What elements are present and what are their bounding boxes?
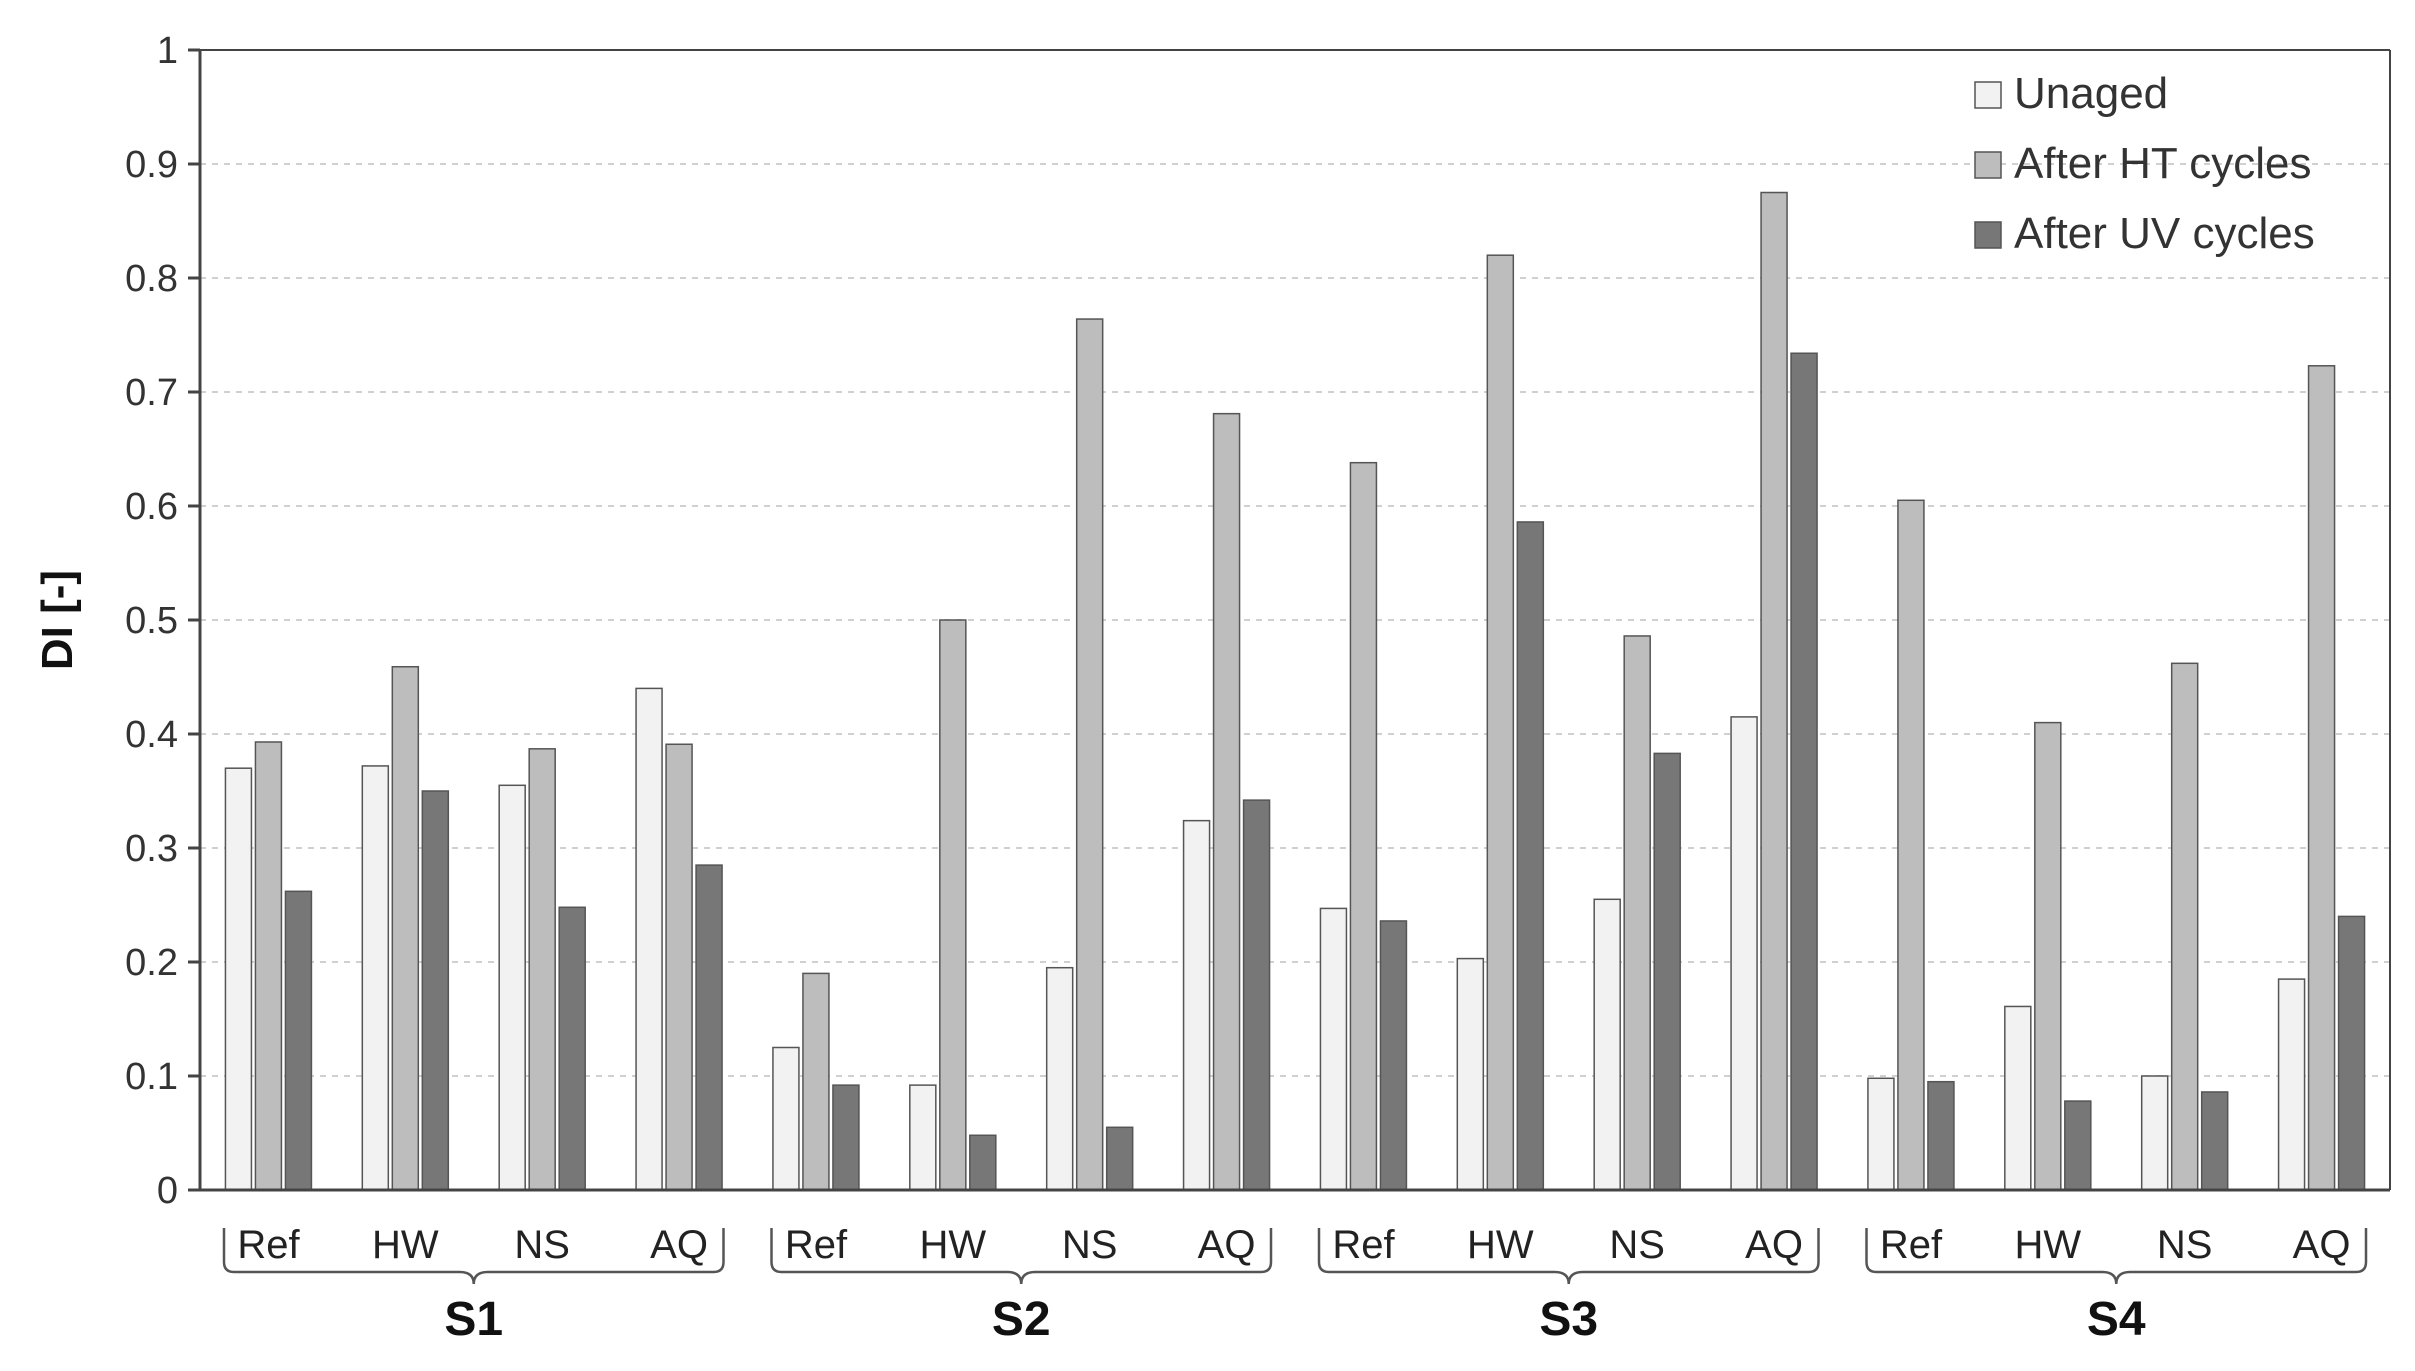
bar <box>1182 819 1211 1191</box>
group-label: S1 <box>444 1293 503 1346</box>
bar <box>802 972 830 1191</box>
bar <box>1897 499 1925 1191</box>
bar <box>361 765 390 1191</box>
group-labels: S1 S2 S3 S4 <box>222 1228 2368 1346</box>
legend-swatch <box>1974 221 2002 249</box>
bar <box>558 906 586 1191</box>
bar <box>2307 365 2336 1191</box>
bar <box>1242 799 1271 1191</box>
bar <box>2170 662 2199 1191</box>
bar <box>1045 966 1074 1191</box>
bar <box>1927 1080 1955 1191</box>
x-tick-label: Ref <box>1332 1223 1395 1267</box>
y-tick-label: 0.8 <box>125 258 178 300</box>
legend-label: After HT cycles <box>2014 139 2311 188</box>
y-tick-label: 0.3 <box>125 828 178 870</box>
legend-swatch <box>1974 81 2002 109</box>
x-tick-label: AQ <box>1198 1223 1256 1267</box>
legend-label: Unaged <box>2014 69 2168 118</box>
bar <box>1730 716 1758 1191</box>
x-tick-label: NS <box>1062 1223 1118 1267</box>
x-tick-label: HW <box>2014 1223 2081 1267</box>
bar <box>635 687 663 1191</box>
legend-label: After UV cycles <box>2014 209 2315 258</box>
bar <box>1379 920 1408 1191</box>
y-tick-label: 1 <box>157 30 178 72</box>
bar <box>1516 521 1545 1191</box>
legend: Unaged After HT cycles After UV cycles <box>1974 69 2315 258</box>
x-tick-label: AQ <box>1745 1223 1803 1267</box>
x-tick-label: Ref <box>237 1223 300 1267</box>
bar <box>665 743 693 1191</box>
y-tick-label: 0.5 <box>125 600 178 642</box>
bar <box>391 665 420 1191</box>
bar <box>2034 721 2062 1191</box>
group-label: S4 <box>2087 1293 2146 1346</box>
bar <box>224 767 253 1191</box>
bar <box>695 864 723 1191</box>
axes <box>198 49 2391 1192</box>
bar <box>772 1046 800 1191</box>
x-tick-label: Ref <box>1880 1223 1943 1267</box>
bar <box>2337 915 2366 1191</box>
bar <box>2140 1075 2169 1191</box>
bar <box>1075 318 1104 1191</box>
bar <box>2200 1091 2229 1191</box>
bar <box>832 1084 860 1191</box>
x-tick-label: AQ <box>650 1223 708 1267</box>
bar <box>939 619 967 1191</box>
x-tick-labels: Ref HW NS AQ Ref HW NS AQ Ref HW NS AQ Ref HW NS AQ <box>237 1223 2350 1267</box>
y-tick-label: 0 <box>157 1170 178 1212</box>
bar <box>1349 461 1378 1191</box>
group-label: S2 <box>992 1293 1051 1346</box>
bar <box>1486 254 1515 1191</box>
bar <box>284 890 313 1191</box>
x-tick-label: NS <box>1609 1223 1665 1267</box>
bar <box>1105 1126 1134 1191</box>
bar <box>498 784 526 1191</box>
group-bracket <box>222 1228 725 1285</box>
bar <box>1653 752 1681 1191</box>
y-tick-label: 0.7 <box>125 372 178 414</box>
bar <box>1760 191 1788 1191</box>
x-tick-label: HW <box>919 1223 986 1267</box>
bar <box>1456 957 1485 1191</box>
bar <box>2064 1100 2092 1191</box>
group-bracket <box>770 1228 1273 1285</box>
x-tick-label: HW <box>372 1223 439 1267</box>
x-tick-label: HW <box>1467 1223 1534 1267</box>
bar <box>421 790 450 1191</box>
y-tick-label: 0.4 <box>125 714 178 756</box>
x-tick-label: NS <box>514 1223 570 1267</box>
x-tick-label: AQ <box>2293 1223 2351 1267</box>
bar <box>1867 1077 1895 1191</box>
y-tick-label: 0.1 <box>125 1056 178 1098</box>
bar <box>528 748 556 1191</box>
y-tick-label: 0.6 <box>125 486 178 528</box>
bar <box>1212 412 1241 1191</box>
bar <box>1319 907 1348 1191</box>
y-ticks: 0 0.1 0.2 0.3 0.4 0.5 0.6 0.7 0.8 0.9 1 <box>125 30 200 1212</box>
bar <box>254 741 283 1191</box>
x-tick-label: Ref <box>785 1223 848 1267</box>
group-bracket <box>1317 1228 1820 1285</box>
legend-swatch <box>1974 151 2002 179</box>
y-tick-label: 0.9 <box>125 144 178 186</box>
group-label: S3 <box>1539 1293 1598 1346</box>
bars <box>224 191 2366 1191</box>
y-axis-title: DI [-] <box>33 570 82 670</box>
bar <box>2277 978 2306 1191</box>
y-tick-label: 0.2 <box>125 942 178 984</box>
group-bracket <box>1865 1228 2368 1285</box>
bar <box>1623 635 1651 1191</box>
bar <box>1593 898 1621 1191</box>
bar <box>969 1134 997 1191</box>
bar <box>2004 1005 2032 1191</box>
bar <box>909 1084 937 1191</box>
bar <box>1790 352 1818 1191</box>
x-tick-label: NS <box>2157 1223 2213 1267</box>
